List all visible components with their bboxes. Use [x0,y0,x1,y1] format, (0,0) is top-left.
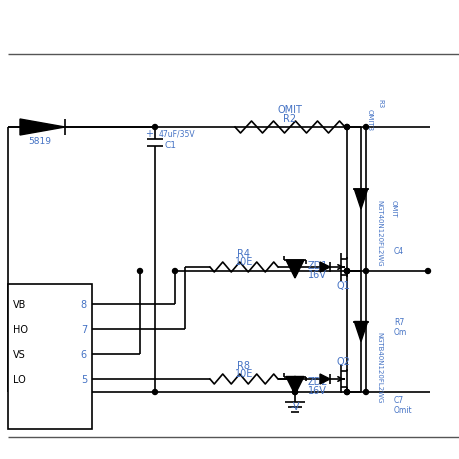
Text: HO: HO [13,325,28,334]
Polygon shape [319,263,329,272]
Circle shape [172,269,177,274]
Polygon shape [319,374,329,384]
Text: C7: C7 [393,396,403,405]
Circle shape [344,269,349,274]
Circle shape [425,269,430,274]
Text: C4: C4 [393,247,403,256]
Text: ZD1: ZD1 [308,260,328,270]
Text: R4: R4 [237,248,250,258]
Text: 16V: 16V [308,269,326,280]
Text: 6: 6 [81,349,87,359]
Circle shape [344,390,349,395]
Text: 16V: 16V [308,386,326,396]
Text: ZD2: ZD2 [308,377,328,386]
Polygon shape [285,377,303,395]
Text: C1: C1 [165,141,177,150]
Text: NGTB40N120FL2WG: NGTB40N120FL2WG [375,332,381,403]
Text: LO: LO [13,374,26,384]
Polygon shape [353,322,367,342]
Text: R2: R2 [283,114,296,124]
Circle shape [344,269,349,274]
Text: OMIT: OMIT [390,200,396,217]
Circle shape [292,269,297,274]
Polygon shape [20,120,65,136]
Circle shape [292,377,297,382]
Text: 5819: 5819 [28,137,51,146]
Circle shape [363,125,368,130]
Circle shape [344,390,349,395]
Text: OMIT: OMIT [277,105,302,115]
Text: VB: VB [13,299,26,309]
Text: 5: 5 [81,374,87,384]
Circle shape [292,390,297,395]
Polygon shape [285,260,303,279]
Text: Omit: Omit [393,406,412,414]
Circle shape [152,125,157,130]
Circle shape [152,390,157,395]
Text: Om: Om [393,327,406,336]
Circle shape [344,125,349,130]
Circle shape [344,269,349,274]
Bar [8,285,92,429]
Circle shape [137,269,142,274]
Text: VS: VS [13,349,26,359]
Polygon shape [353,190,367,210]
Text: Q2: Q2 [336,356,349,366]
Circle shape [363,390,368,395]
Text: R7: R7 [393,317,403,326]
Text: 8: 8 [81,299,87,309]
Circle shape [292,265,297,270]
Text: -V: -V [290,401,299,411]
Text: 10E: 10E [234,257,252,266]
Text: Q1: Q1 [336,280,349,291]
Text: OMIT3: OMIT3 [366,109,372,131]
Circle shape [363,269,368,274]
Circle shape [292,390,297,395]
Text: +: + [145,129,153,139]
Circle shape [344,269,349,274]
Text: NGT40N120FL2WG: NGT40N120FL2WG [375,200,381,266]
Text: 10E: 10E [234,368,252,378]
Text: 7: 7 [81,325,87,334]
Circle shape [344,125,349,130]
Text: R3: R3 [376,99,382,108]
Text: 47uF/35V: 47uF/35V [159,129,195,138]
Text: R8: R8 [237,360,250,370]
